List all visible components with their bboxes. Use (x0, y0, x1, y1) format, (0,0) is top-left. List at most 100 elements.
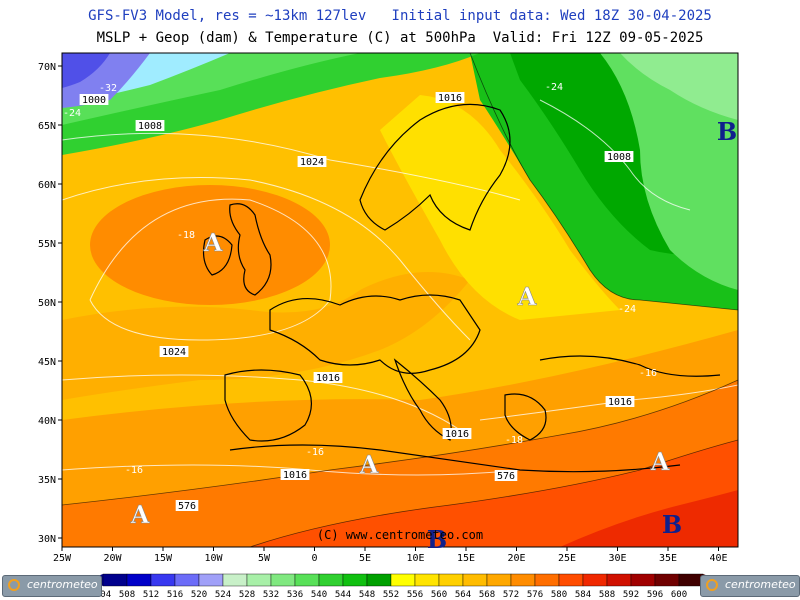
title-model-info: GFS-FV3 Model, res = ~13km 127lev Initia… (88, 8, 712, 24)
colorbar-swatch (630, 573, 656, 587)
coastlines (202, 103, 721, 473)
colorbar-value-label: 504 (95, 590, 111, 600)
geop-fill-552-556 (380, 95, 620, 320)
high-pressure-marker: A (650, 447, 670, 476)
geop-fill-ridge-iberia (62, 272, 470, 400)
colorbar-swatch (606, 573, 632, 587)
geop-fill-584 (560, 490, 738, 547)
pressure-label-box (442, 428, 472, 439)
pressure-label: 1016 (608, 397, 632, 408)
colorbar-value-label: 564 (455, 590, 471, 600)
colorbar-value-label: 552 (383, 590, 399, 600)
colorbar-swatch (390, 573, 416, 587)
lon-tick-label: 15E (457, 553, 475, 564)
colorbar-swatch (654, 573, 680, 587)
colorbar-value-label: 588 (599, 590, 615, 600)
lon-tick-label: 0 (311, 553, 317, 564)
colorbar-swatch (318, 573, 344, 587)
lat-tick-label: 60N (38, 180, 56, 191)
map-area (62, 53, 738, 547)
pressure-label-box (79, 94, 109, 105)
logo-icon (706, 579, 718, 591)
pressure-label: 1016 (445, 429, 469, 440)
colorbar-value-label: 532 (263, 590, 279, 600)
lon-tick-label: 10E (406, 553, 424, 564)
pressure-label-box (604, 151, 634, 162)
colorbar-swatch (534, 573, 560, 587)
lon-tick-label: 5W (258, 553, 271, 564)
colorbar-swatch (270, 573, 296, 587)
copyright-text: (C) www.centrometeo.com (317, 528, 483, 542)
temperature-label: -24 (618, 304, 636, 315)
colorbar-value-label: 516 (167, 590, 183, 600)
colorbar-value-label: 600 (671, 590, 687, 600)
pressure-label-box (313, 372, 343, 383)
colorbar-swatch (294, 573, 320, 587)
colorbar-value-label: 568 (479, 590, 495, 600)
colorbar-swatch (414, 573, 440, 587)
lon-tick-label: 5E (359, 553, 371, 564)
geop-fill-536-east (620, 53, 738, 120)
lon-tick-label: 15W (154, 553, 173, 564)
map-frame (61, 52, 739, 548)
title-map-description: MSLP + Geop (dam) & Temperature (C) at 5… (96, 30, 704, 46)
colorbar-value-label: 520 (191, 590, 207, 600)
lon-tick-label: 25W (53, 553, 72, 564)
temperature-label: -16 (639, 368, 657, 379)
lat-tick-label: 70N (38, 62, 56, 73)
pressure-label-box (435, 92, 465, 103)
temperature-label: -16 (306, 447, 324, 458)
high-pressure-marker: A (517, 282, 537, 311)
lon-tick-label: 30E (608, 553, 626, 564)
logo-text: centrometeo (725, 578, 796, 591)
lat-tick-label: 35N (38, 475, 56, 486)
axis-ticks: 25W 20W 15W 10W 5W 0 5E 10E 15E 20E 25E 30E 35E 40E 70… (38, 62, 728, 564)
geop-label: 576 (497, 471, 515, 482)
pressure-label-box (297, 156, 327, 167)
colorbar-value-label: 524 (215, 590, 231, 600)
lat-tick-label: 40N (38, 416, 56, 427)
colorbar-value-label: 580 (551, 590, 567, 600)
colorbar-swatch (462, 573, 488, 587)
temperature-label: -32 (99, 83, 117, 94)
lat-tick-label: 65N (38, 121, 56, 132)
pressure-label: 1008 (138, 121, 162, 132)
logo-text: centrometeo (27, 578, 98, 591)
temperature-label: -18 (177, 230, 195, 241)
colorbar-swatch (366, 573, 392, 587)
centrometeo-logo-left: centrometeo (2, 575, 102, 597)
pressure-label: 1024 (300, 157, 324, 168)
lon-tick-label: 20E (507, 553, 525, 564)
colorbar-swatch (150, 573, 176, 587)
temperature-label: -24 (545, 82, 563, 93)
colorbar-swatch (174, 573, 200, 587)
colorbar-swatch (246, 573, 272, 587)
low-pressure-marker: B (717, 117, 737, 146)
colorbar-value-label: 544 (335, 590, 351, 600)
colorbar-value-label: 592 (623, 590, 639, 600)
colorbar-value-label: 540 (311, 590, 327, 600)
high-pressure-marker: A (359, 450, 379, 479)
high-pressure-marker: A (203, 228, 223, 257)
colorbar-swatch (222, 573, 248, 587)
colorbar-swatch (342, 573, 368, 587)
pressure-label: 1016 (438, 93, 462, 104)
lat-tick-label: 30N (38, 534, 56, 545)
pressure-label-box (159, 346, 189, 357)
colorbar-value-label: 572 (503, 590, 519, 600)
colorbar-value-label: 596 (647, 590, 663, 600)
geop-fill-580 (250, 440, 738, 547)
colorbar-swatch (102, 573, 128, 587)
colorbar-value-label: 584 (575, 590, 591, 600)
geop-fill-north-516 (62, 53, 110, 88)
map-annotations: 1000 1008 1016 1024 1008 1024 1016 1016 1016 1016… (63, 82, 737, 554)
lon-tick-label: 10W (204, 553, 223, 564)
colorbar-value-label: 528 (239, 590, 255, 600)
colorbar-value-label: 536 (287, 590, 303, 600)
colorbar-value-label: 576 (527, 590, 543, 600)
centrometeo-logo-right: centrometeo (700, 575, 800, 597)
colorbar-value-label: 560 (431, 590, 447, 600)
geop-label: 576 (178, 501, 196, 512)
colorbar: 504 508 512 516 520 524 528 532 536 540 544 548 552 5… (87, 573, 719, 600)
